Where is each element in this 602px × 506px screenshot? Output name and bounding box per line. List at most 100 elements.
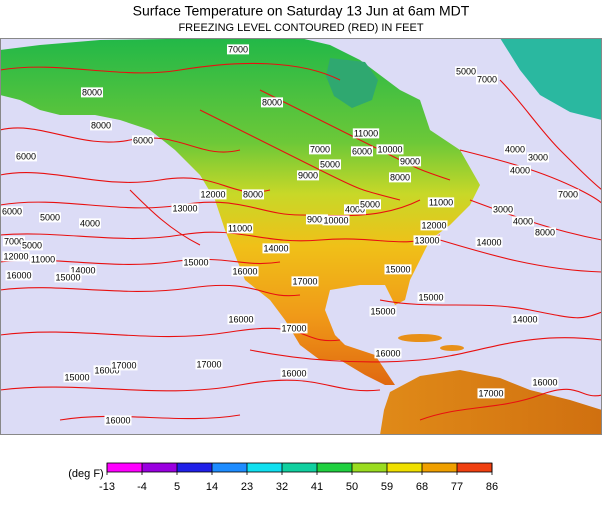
contour-label-bg <box>226 44 250 55</box>
contour-label: 16000 <box>105 415 130 425</box>
contour-label-bg <box>78 218 102 229</box>
contour-label-bg <box>280 368 308 379</box>
contour-label-bg <box>260 97 284 108</box>
contour-label-bg <box>93 365 121 376</box>
contour-label-bg <box>14 151 38 162</box>
contour-label-bg <box>199 189 227 200</box>
contour-label-bg <box>352 128 380 139</box>
contour-label: 12000 <box>3 251 28 261</box>
contour-label: 9000 <box>307 214 327 224</box>
colorbar-tick-label: 23 <box>241 481 253 493</box>
contour-label-bg <box>69 265 97 276</box>
contour-label: 17000 <box>478 388 503 398</box>
contour-label: 11000 <box>354 128 378 138</box>
contour-label-bg <box>427 197 455 208</box>
contour-label: 9000 <box>400 156 420 166</box>
contour-label: 13000 <box>172 203 197 213</box>
colorbar-tick-label: 14 <box>206 481 218 493</box>
contour-label: 6000 <box>2 206 22 216</box>
contour-label: 15000 <box>183 257 208 267</box>
contour-label-bg <box>110 360 138 371</box>
contour-label: 4000 <box>345 204 365 214</box>
contour-label-bg <box>475 237 503 248</box>
contour-label-bg <box>80 87 104 98</box>
contour-label-bg <box>322 215 350 226</box>
contour-label: 15000 <box>64 372 89 382</box>
colorbar-tick-label: 41 <box>311 481 323 493</box>
contour-label: 16000 <box>228 314 253 324</box>
contour-label-bg <box>29 254 57 265</box>
colorbar-segment <box>107 463 143 472</box>
contour-label: 8000 <box>243 189 263 199</box>
contour-label-bg <box>556 189 580 200</box>
contour-label: 4000 <box>505 144 525 154</box>
greenland <box>500 38 602 120</box>
colorbar-tick-label: 86 <box>486 481 498 493</box>
contour-label: 15000 <box>418 292 443 302</box>
island <box>440 345 464 351</box>
contour-label: 12000 <box>200 189 225 199</box>
contour-label-bg <box>226 223 254 234</box>
contour-label: 15000 <box>55 272 80 282</box>
contour-label: 11000 <box>228 223 252 233</box>
contour-label-bg <box>398 156 422 167</box>
colorbar-unit: (deg F) <box>68 468 103 480</box>
contour-label-bg <box>369 306 397 317</box>
contour-label: 3000 <box>493 204 513 214</box>
contour-label: 16000 <box>375 348 400 358</box>
contour-label: 17000 <box>292 276 317 286</box>
map-title: Surface Temperature on Saturday 13 Jun a… <box>133 3 470 19</box>
colorbar-segment <box>387 463 423 472</box>
colorbar: -13 -4 5 14 23 32 41 50 59 68 77 86 <box>99 462 498 493</box>
contour-label: 7000 <box>310 144 330 154</box>
contour-label: 9000 <box>298 170 318 180</box>
contour-label: 7000 <box>4 236 24 246</box>
contour-label-bg <box>475 74 499 85</box>
colorbar-tick-label: 50 <box>346 481 358 493</box>
contour-label: 16000 <box>532 377 557 387</box>
contour-label: 6000 <box>16 151 36 161</box>
contour-label-bg <box>231 266 259 277</box>
contour-label: 10000 <box>323 215 348 225</box>
contour-label: 15000 <box>370 306 395 316</box>
contour-label-bg <box>526 152 550 163</box>
colorbar-segment <box>142 463 178 472</box>
contour-label-bg <box>503 144 527 155</box>
contour-label: 8000 <box>390 172 410 182</box>
contour-label: 16000 <box>6 270 31 280</box>
contour-label: 17000 <box>196 359 221 369</box>
contour-label-bg <box>384 264 412 275</box>
contour-label-bg <box>280 323 308 334</box>
contour-label-bg <box>511 216 535 227</box>
contour-label-bg <box>2 236 26 247</box>
contour-label: 11000 <box>429 197 453 207</box>
contour-label: 17000 <box>281 323 306 333</box>
contour-label: 12000 <box>421 220 446 230</box>
contour-label-bg <box>417 292 445 303</box>
contour-label: 6000 <box>352 146 372 156</box>
contour-label: 16000 <box>232 266 257 276</box>
contour-label: 14000 <box>476 237 501 247</box>
contour-label: 5000 <box>456 66 476 76</box>
contour-label: 13000 <box>414 235 439 245</box>
colorbar-segment <box>457 463 493 472</box>
south-america <box>380 370 602 435</box>
contour-label: 4000 <box>513 216 533 226</box>
contour-label: 4000 <box>80 218 100 228</box>
contour-label-bg <box>413 235 441 246</box>
colorbar-segment <box>352 463 388 472</box>
contour-label-bg <box>477 388 505 399</box>
hudson-region <box>326 58 378 108</box>
colorbar-segment <box>177 463 213 472</box>
contour-label-bg <box>358 199 382 210</box>
contour-label-bg <box>374 348 402 359</box>
colorbar-tick-label: 77 <box>451 481 463 493</box>
contour-label-bg <box>182 257 210 268</box>
colorbar-tick-label: -13 <box>99 481 115 493</box>
contour-label-bg <box>508 165 532 176</box>
contour-label-bg <box>2 251 30 262</box>
contour-label-bg <box>20 240 44 251</box>
contour-label-bg <box>376 144 404 155</box>
colorbar-segment <box>247 463 283 472</box>
